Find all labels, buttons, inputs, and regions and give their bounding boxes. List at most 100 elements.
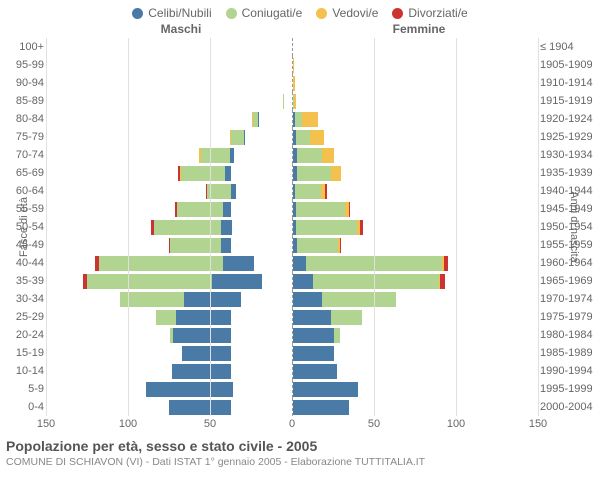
- female-bar: [293, 220, 423, 235]
- segment-single: [182, 346, 232, 361]
- segment-married: [201, 148, 230, 163]
- legend-swatch: [226, 8, 237, 19]
- female-half: [293, 236, 535, 254]
- age-label: 50-54: [4, 221, 50, 233]
- bar-zone: [50, 398, 534, 416]
- female-header: Femmine: [300, 22, 538, 36]
- age-label: 15-19: [4, 347, 50, 359]
- legend-item-divorced: Divorziati/e: [392, 6, 467, 20]
- segment-single: [293, 274, 313, 289]
- age-label: 0-4: [4, 401, 50, 413]
- segment-single: [173, 328, 231, 343]
- age-label: 60-64: [4, 185, 50, 197]
- legend-swatch: [316, 8, 327, 19]
- male-half: [50, 74, 293, 92]
- male-bar: [83, 274, 291, 289]
- legend-item-married: Coniugati/e: [226, 6, 303, 20]
- legend-swatch: [392, 8, 403, 19]
- segment-married: [296, 220, 357, 235]
- female-half: [293, 38, 535, 56]
- segment-single: [172, 364, 231, 379]
- female-half: [293, 74, 535, 92]
- female-bar: [293, 112, 370, 127]
- segment-widowed: [322, 148, 334, 163]
- birth-label: 1910-1914: [534, 77, 596, 89]
- age-label: 5-9: [4, 383, 50, 395]
- birth-label: 1925-1929: [534, 131, 596, 143]
- female-bar: [293, 202, 411, 217]
- bar-zone: [50, 164, 534, 182]
- column-headers: Maschi Femmine: [0, 22, 600, 38]
- segment-married: [296, 130, 310, 145]
- segment-married: [177, 202, 223, 217]
- bar-zone: [50, 74, 534, 92]
- male-half: [50, 344, 293, 362]
- segment-single: [225, 166, 231, 181]
- age-label: 55-59: [4, 203, 50, 215]
- chart-subtitle: COMUNE DI SCHIAVON (VI) - Dati ISTAT 1° …: [6, 456, 594, 468]
- female-half: [293, 362, 535, 380]
- segment-married: [313, 274, 438, 289]
- age-row: 5-9 1995-1999: [4, 380, 596, 398]
- bar-zone: [50, 110, 534, 128]
- male-half: [50, 182, 293, 200]
- x-tick: 50: [204, 418, 216, 430]
- birth-label: 1930-1934: [534, 149, 596, 161]
- age-row: 65-691935-1939: [4, 164, 596, 182]
- bar-zone: [50, 290, 534, 308]
- segment-divorced: [349, 202, 351, 217]
- legend-label: Divorziati/e: [408, 6, 467, 20]
- male-bar: [95, 256, 291, 271]
- male-bar: [252, 112, 291, 127]
- birth-label: 1945-1949: [534, 203, 596, 215]
- birth-label: 1955-1959: [534, 239, 596, 251]
- age-row: 15-191985-1989: [4, 344, 596, 362]
- segment-married: [296, 202, 345, 217]
- bar-zone: [50, 344, 534, 362]
- female-half: [293, 308, 535, 326]
- segment-married: [181, 166, 225, 181]
- footer: Popolazione per età, sesso e stato civil…: [0, 432, 600, 468]
- birth-label: 1960-1964: [534, 257, 596, 269]
- segment-married: [297, 238, 339, 253]
- segment-married: [87, 274, 212, 289]
- age-row: 75-791925-1929: [4, 128, 596, 146]
- female-bar: [293, 94, 319, 109]
- male-bar: [172, 364, 291, 379]
- male-half: [50, 398, 293, 416]
- segment-married: [297, 166, 332, 181]
- female-half: [293, 200, 535, 218]
- birth-label: 1915-1919: [534, 95, 596, 107]
- segment-divorced: [440, 274, 445, 289]
- female-half: [293, 272, 535, 290]
- birth-label: 1995-1999: [534, 383, 596, 395]
- age-label: 85-89: [4, 95, 50, 107]
- female-bar: [293, 274, 485, 289]
- segment-widowed: [331, 166, 341, 181]
- male-bar: [283, 94, 291, 109]
- segment-married: [297, 148, 322, 163]
- segment-single: [176, 310, 232, 325]
- age-label: 70-74: [4, 149, 50, 161]
- male-bar: [230, 130, 291, 145]
- bar-zone: [50, 38, 534, 56]
- segment-single: [293, 310, 331, 325]
- female-bar: [293, 310, 422, 325]
- segment-single: [221, 220, 232, 235]
- age-label: 30-34: [4, 293, 50, 305]
- segment-widowed: [294, 94, 296, 109]
- male-bar: [178, 166, 291, 181]
- chart: Fasce di età Anni di nascita 100+≤ 19049…: [0, 38, 600, 416]
- male-half: [50, 272, 293, 290]
- bar-zone: [50, 56, 534, 74]
- birth-label: 1970-1974: [534, 293, 596, 305]
- female-half: [293, 290, 535, 308]
- legend-label: Coniugati/e: [242, 6, 303, 20]
- age-label: 10-14: [4, 365, 50, 377]
- male-bar: [169, 238, 291, 253]
- segment-divorced: [340, 238, 341, 253]
- female-half: [293, 344, 535, 362]
- age-row: 25-291975-1979: [4, 308, 596, 326]
- female-bar: [293, 58, 299, 73]
- birth-label: 1965-1969: [534, 275, 596, 287]
